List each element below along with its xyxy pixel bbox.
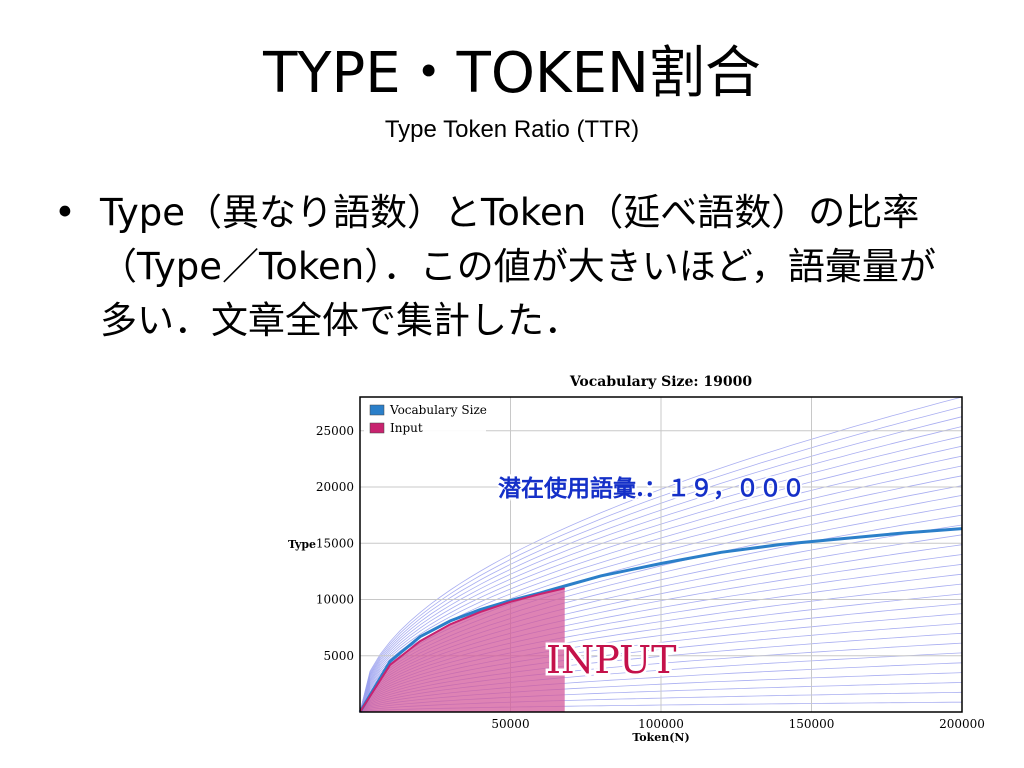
y-tick-label: 20000	[316, 480, 354, 494]
slide-title: TYPE・TOKEN割合	[263, 41, 761, 106]
input-region-fill	[360, 588, 565, 712]
chart-legend: Vocabulary Size Input	[364, 401, 487, 439]
legend-swatch	[369, 422, 385, 434]
vocabulary-chart: Vocabulary Size: 19000 5000 10000 15000 2000…	[268, 362, 992, 750]
slide-subtitle: Type Token Ratio (TTR)	[384, 116, 640, 143]
series-line	[358, 527, 963, 713]
y-tick-label: 25000	[316, 424, 354, 438]
x-tick-label: 200000	[939, 717, 985, 731]
chart-title: Vocabulary Size: 19000	[569, 374, 753, 390]
y-tick-label: 5000	[323, 649, 354, 663]
bullet-text: Type（異なり語数）とToken（延べ語数）の比率（Type／Token）．こ…	[100, 191, 936, 342]
x-tick-label: 50000	[491, 717, 529, 731]
x-tick-label: 100000	[638, 717, 684, 731]
series-lines	[358, 527, 963, 713]
bullet-marker: •	[54, 191, 76, 234]
axis-labels: Vocabulary Size: 19000 5000 10000 15000 2000…	[288, 374, 985, 744]
annotation-potential-vocabulary: 潜在使用語彙.：１９，０００	[498, 475, 805, 502]
x-tick-label: 150000	[789, 717, 835, 731]
legend-swatch	[369, 404, 385, 416]
y-axis-label: Type	[288, 538, 316, 551]
bullet-item: • Type（異なり語数）とToken（延べ語数）の比率（Type／Token）…	[54, 186, 964, 348]
chart-annotations: 潜在使用語彙.：１９，０００ INPUT	[496, 473, 807, 685]
chart-svg: Vocabulary Size: 19000 5000 10000 15000 2000…	[288, 374, 985, 744]
legend-background	[364, 401, 486, 439]
y-tick-label: 15000	[316, 536, 354, 550]
annotation-input: INPUT	[546, 638, 677, 682]
x-axis-label: Token(N)	[632, 731, 689, 744]
series-line	[359, 587, 565, 713]
legend-label: Input	[390, 421, 423, 435]
y-tick-label: 10000	[316, 593, 354, 607]
legend-label: Vocabulary Size	[389, 403, 487, 417]
plot-frame	[359, 396, 963, 713]
plot-border	[359, 396, 963, 713]
input-area	[360, 588, 565, 712]
